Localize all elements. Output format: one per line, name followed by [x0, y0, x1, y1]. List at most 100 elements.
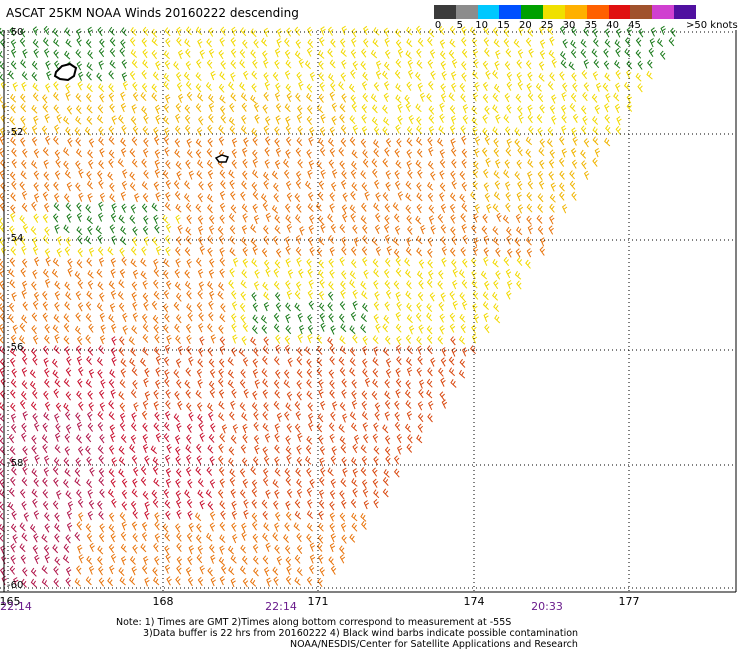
- wind-barb: [220, 564, 227, 575]
- wind-barb: [340, 72, 347, 82]
- wind-barb: [34, 454, 40, 464]
- wind-barb: [151, 83, 158, 93]
- wind-barb: [493, 138, 499, 148]
- wind-barb: [162, 214, 169, 224]
- wind-barb: [231, 323, 237, 333]
- wind-barb: [54, 291, 61, 301]
- wind-barb: [604, 114, 610, 124]
- wind-barb: [394, 421, 401, 432]
- wind-barb: [276, 38, 282, 48]
- wind-barb: [427, 160, 434, 170]
- wind-barb: [228, 116, 236, 126]
- wind-barb: [263, 59, 269, 69]
- wind-barb: [506, 104, 512, 114]
- wind-barb: [295, 411, 302, 421]
- wind-barb: [0, 147, 5, 158]
- wind-barb: [89, 542, 95, 553]
- wind-barb: [261, 368, 268, 378]
- wind-barb: [163, 115, 170, 125]
- wind-barb: [121, 489, 128, 499]
- wind-barb: [384, 234, 391, 244]
- wind-barb: [75, 290, 82, 301]
- wind-barb: [10, 212, 16, 222]
- wind-barb: [207, 235, 213, 245]
- wind-barb: [360, 313, 367, 322]
- wind-barb: [297, 105, 303, 115]
- wind-barb: [485, 70, 491, 80]
- wind-barb: [131, 566, 137, 576]
- wind-barb: [110, 257, 117, 268]
- wind-barb: [229, 125, 236, 135]
- wind-barb: [340, 124, 347, 134]
- wind-barb: [187, 576, 194, 587]
- wind-barb: [53, 49, 59, 59]
- wind-barb: [64, 433, 70, 443]
- wind-barb: [99, 523, 105, 533]
- wind-barb: [417, 401, 424, 411]
- wind-barb: [461, 26, 467, 36]
- wind-barb: [195, 103, 202, 113]
- wind-barb: [218, 412, 225, 421]
- wind-barb: [88, 368, 95, 379]
- wind-barb: [54, 124, 60, 134]
- wind-barb: [52, 500, 59, 510]
- wind-barb: [143, 114, 149, 124]
- wind-barb: [155, 192, 161, 202]
- wind-barb: [131, 281, 138, 291]
- wind-barb: [165, 553, 171, 563]
- wind-barb: [517, 204, 524, 214]
- wind-barb: [593, 59, 600, 69]
- wind-barb: [538, 73, 545, 82]
- wind-barb: [352, 300, 358, 311]
- wind-barb: [163, 422, 170, 432]
- wind-barb: [656, 38, 664, 47]
- wind-barb: [219, 105, 226, 115]
- wind-barb: [492, 237, 500, 246]
- wind-barb: [470, 345, 476, 355]
- wind-barb: [77, 81, 83, 91]
- wind-barb: [199, 565, 205, 575]
- wind-barb: [614, 103, 621, 114]
- wind-barb: [395, 83, 402, 92]
- wind-barb: [66, 510, 73, 520]
- wind-barb: [175, 258, 181, 268]
- wind-barb: [394, 411, 400, 422]
- wind-barb: [320, 113, 326, 124]
- wind-barb: [64, 27, 71, 37]
- wind-barb: [141, 83, 148, 93]
- wind-barb: [98, 577, 105, 587]
- wind-barb: [285, 83, 292, 93]
- wind-barb: [218, 389, 225, 399]
- wind-barb: [570, 92, 577, 103]
- wind-barb: [20, 103, 27, 113]
- wind-barb: [0, 523, 6, 533]
- wind-barb: [448, 367, 456, 377]
- wind-barb: [67, 258, 73, 268]
- wind-barb: [164, 499, 171, 509]
- wind-barb: [21, 477, 28, 487]
- wind-barb: [271, 170, 279, 180]
- wind-barb: [350, 498, 357, 509]
- wind-barb: [32, 269, 38, 279]
- wind-barb: [514, 237, 521, 247]
- wind-barb: [517, 147, 523, 157]
- wind-barb: [407, 59, 413, 69]
- wind-barb: [382, 477, 389, 486]
- wind-barb: [360, 138, 367, 148]
- wind-barb: [175, 499, 182, 509]
- wind-barb: [261, 247, 268, 258]
- wind-barb: [296, 456, 303, 466]
- wind-barb: [483, 168, 489, 179]
- wind-barb: [219, 313, 226, 323]
- wind-barb: [405, 50, 412, 59]
- wind-barb: [22, 567, 28, 577]
- wind-barb: [86, 171, 92, 181]
- wind-barb: [98, 532, 105, 543]
- wind-barb: [309, 542, 316, 552]
- wind-barb: [163, 290, 170, 300]
- wind-barb: [165, 159, 171, 170]
- wind-barb: [351, 149, 358, 159]
- wind-barb: [603, 48, 609, 58]
- wind-barb: [63, 147, 70, 156]
- wind-barb: [219, 478, 225, 488]
